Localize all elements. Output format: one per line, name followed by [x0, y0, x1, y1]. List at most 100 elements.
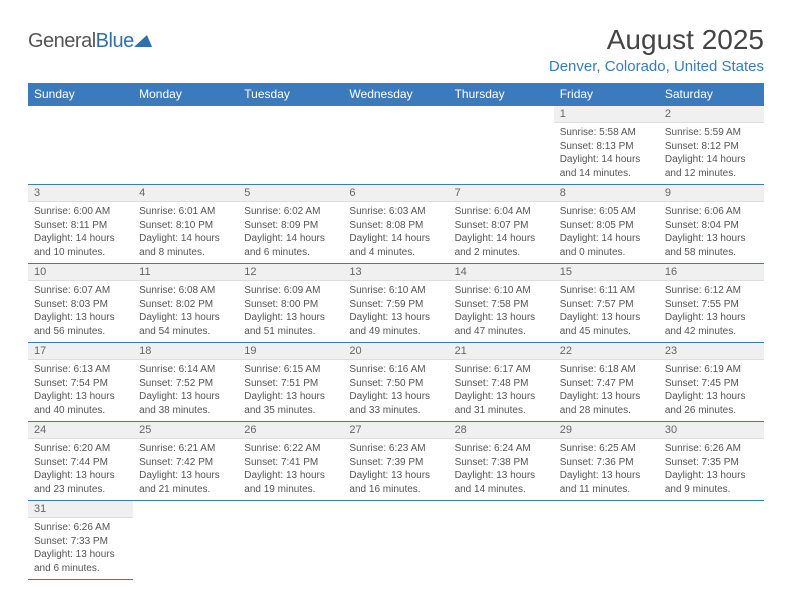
sunrise-text: Sunrise: 6:00 AM [34, 205, 127, 219]
calendar-cell: 6Sunrise: 6:03 AMSunset: 8:08 PMDaylight… [343, 185, 448, 264]
sunset-text: Sunset: 7:58 PM [455, 298, 548, 312]
daylight-text: Daylight: 13 hours and 6 minutes. [34, 548, 127, 575]
calendar-row: 10Sunrise: 6:07 AMSunset: 8:03 PMDayligh… [28, 264, 764, 343]
sunset-text: Sunset: 7:57 PM [560, 298, 653, 312]
sunset-text: Sunset: 8:05 PM [560, 219, 653, 233]
day-number: 24 [28, 422, 133, 439]
logo: GeneralBlue [28, 30, 154, 53]
day-body: Sunrise: 6:11 AMSunset: 7:57 PMDaylight:… [554, 281, 659, 342]
weekday-header: Friday [554, 83, 659, 106]
day-number: 18 [133, 343, 238, 360]
calendar-cell: 19Sunrise: 6:15 AMSunset: 7:51 PMDayligh… [238, 343, 343, 422]
sunrise-text: Sunrise: 6:10 AM [455, 284, 548, 298]
day-number: 27 [343, 422, 448, 439]
calendar-cell: 13Sunrise: 6:10 AMSunset: 7:59 PMDayligh… [343, 264, 448, 343]
daylight-text: Daylight: 13 hours and 47 minutes. [455, 311, 548, 338]
daylight-text: Daylight: 13 hours and 49 minutes. [349, 311, 442, 338]
sunrise-text: Sunrise: 6:07 AM [34, 284, 127, 298]
sunset-text: Sunset: 7:51 PM [244, 377, 337, 391]
sunset-text: Sunset: 7:33 PM [34, 535, 127, 549]
calendar-cell [343, 106, 448, 185]
day-number: 7 [449, 185, 554, 202]
logo-text-2: Blue [96, 30, 134, 52]
page-header: GeneralBlue August 2025 Denver, Colorado… [28, 24, 764, 75]
calendar-page: GeneralBlue August 2025 Denver, Colorado… [0, 0, 792, 580]
sunset-text: Sunset: 7:54 PM [34, 377, 127, 391]
day-number: 22 [554, 343, 659, 360]
sunrise-text: Sunrise: 6:08 AM [139, 284, 232, 298]
day-number: 29 [554, 422, 659, 439]
calendar-cell: 27Sunrise: 6:23 AMSunset: 7:39 PMDayligh… [343, 422, 448, 501]
day-body: Sunrise: 6:08 AMSunset: 8:02 PMDaylight:… [133, 281, 238, 342]
daylight-text: Daylight: 13 hours and 40 minutes. [34, 390, 127, 417]
day-body: Sunrise: 6:06 AMSunset: 8:04 PMDaylight:… [659, 202, 764, 263]
day-body: Sunrise: 6:00 AMSunset: 8:11 PMDaylight:… [28, 202, 133, 263]
sunset-text: Sunset: 7:50 PM [349, 377, 442, 391]
sunset-text: Sunset: 8:13 PM [560, 140, 653, 154]
sunset-text: Sunset: 8:07 PM [455, 219, 548, 233]
calendar-cell: 21 Sunrise: 6:17 AMSunset: 7:48 PMDayligh… [449, 343, 554, 422]
calendar-cell: 12Sunrise: 6:09 AMSunset: 8:00 PMDayligh… [238, 264, 343, 343]
day-body: Sunrise: 6:15 AMSunset: 7:51 PMDaylight:… [238, 360, 343, 421]
sunset-text: Sunset: 7:45 PM [665, 377, 758, 391]
header-row: SundayMondayTuesdayWednesdayThursdayFrid… [28, 83, 764, 106]
day-number: 19 [238, 343, 343, 360]
calendar-cell: 7Sunrise: 6:04 AMSunset: 8:07 PMDaylight… [449, 185, 554, 264]
sunrise-text: Sunrise: 6:17 AM [455, 363, 548, 377]
day-body: Sunrise: 6:14 AMSunset: 7:52 PMDaylight:… [133, 360, 238, 421]
calendar-cell: 23Sunrise: 6:19 AMSunset: 7:45 PMDayligh… [659, 343, 764, 422]
calendar-cell: 5Sunrise: 6:02 AMSunset: 8:09 PMDaylight… [238, 185, 343, 264]
calendar-cell: 3Sunrise: 6:00 AMSunset: 8:11 PMDaylight… [28, 185, 133, 264]
sunrise-text: Sunrise: 6:22 AM [244, 442, 337, 456]
calendar-cell: 25Sunrise: 6:21 AMSunset: 7:42 PMDayligh… [133, 422, 238, 501]
day-body: Sunrise: 6:07 AMSunset: 8:03 PMDaylight:… [28, 281, 133, 342]
daylight-text: Daylight: 13 hours and 11 minutes. [560, 469, 653, 496]
sunset-text: Sunset: 7:55 PM [665, 298, 758, 312]
calendar-row: 17Sunrise: 6:13 AMSunset: 7:54 PMDayligh… [28, 343, 764, 422]
sunrise-text: Sunrise: 6:12 AM [665, 284, 758, 298]
sunrise-text: Sunrise: 6:25 AM [560, 442, 653, 456]
day-body: Sunrise: 6:23 AMSunset: 7:39 PMDaylight:… [343, 439, 448, 500]
daylight-text: Daylight: 13 hours and 42 minutes. [665, 311, 758, 338]
calendar-head: SundayMondayTuesdayWednesdayThursdayFrid… [28, 83, 764, 106]
sunset-text: Sunset: 8:02 PM [139, 298, 232, 312]
sunset-text: Sunset: 7:42 PM [139, 456, 232, 470]
sunrise-text: Sunrise: 6:10 AM [349, 284, 442, 298]
calendar-cell: 10Sunrise: 6:07 AMSunset: 8:03 PMDayligh… [28, 264, 133, 343]
day-body: Sunrise: 6:10 AMSunset: 7:58 PMDaylight:… [449, 281, 554, 342]
sunset-text: Sunset: 7:48 PM [455, 377, 548, 391]
calendar-cell [133, 106, 238, 185]
calendar-cell [343, 501, 448, 580]
day-number: 23 [659, 343, 764, 360]
sunset-text: Sunset: 7:52 PM [139, 377, 232, 391]
calendar-cell: 17Sunrise: 6:13 AMSunset: 7:54 PMDayligh… [28, 343, 133, 422]
day-number: 12 [238, 264, 343, 281]
sunset-text: Sunset: 8:10 PM [139, 219, 232, 233]
day-body: Sunrise: 6:05 AMSunset: 8:05 PMDaylight:… [554, 202, 659, 263]
sunset-text: Sunset: 7:47 PM [560, 377, 653, 391]
location-label: Denver, Colorado, United States [549, 58, 764, 75]
daylight-text: Daylight: 13 hours and 38 minutes. [139, 390, 232, 417]
calendar-cell: 9Sunrise: 6:06 AMSunset: 8:04 PMDaylight… [659, 185, 764, 264]
day-number: 13 [343, 264, 448, 281]
day-body: Sunrise: 6:10 AMSunset: 7:59 PMDaylight:… [343, 281, 448, 342]
daylight-text: Daylight: 13 hours and 21 minutes. [139, 469, 232, 496]
weekday-header: Monday [133, 83, 238, 106]
day-body: Sunrise: 6:26 AMSunset: 7:33 PMDaylight:… [28, 518, 133, 579]
day-number: 31 [28, 501, 133, 518]
sunrise-text: Sunrise: 6:16 AM [349, 363, 442, 377]
sunrise-text: Sunrise: 6:18 AM [560, 363, 653, 377]
day-number: 21 [449, 343, 554, 360]
day-body: Sunrise: 6:12 AMSunset: 7:55 PMDaylight:… [659, 281, 764, 342]
sunrise-text: Sunrise: 6:03 AM [349, 205, 442, 219]
sunset-text: Sunset: 8:08 PM [349, 219, 442, 233]
day-number: 5 [238, 185, 343, 202]
calendar-row: 3Sunrise: 6:00 AMSunset: 8:11 PMDaylight… [28, 185, 764, 264]
calendar-cell: 22Sunrise: 6:18 AMSunset: 7:47 PMDayligh… [554, 343, 659, 422]
daylight-text: Daylight: 13 hours and 31 minutes. [455, 390, 548, 417]
day-number: 16 [659, 264, 764, 281]
day-body: Sunrise: 6:20 AMSunset: 7:44 PMDaylight:… [28, 439, 133, 500]
daylight-text: Daylight: 14 hours and 0 minutes. [560, 232, 653, 259]
day-number: 14 [449, 264, 554, 281]
day-number: 25 [133, 422, 238, 439]
